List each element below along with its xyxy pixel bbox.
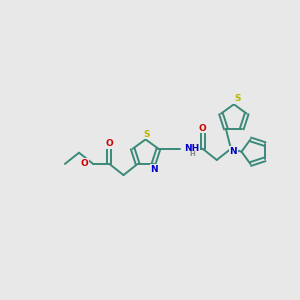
Text: S: S [234, 94, 241, 103]
Text: O: O [106, 139, 113, 148]
Text: O: O [80, 159, 88, 168]
Text: NH: NH [184, 144, 199, 153]
Text: N: N [151, 165, 158, 174]
Text: O: O [199, 124, 206, 133]
Text: N: N [230, 147, 237, 156]
Text: S: S [143, 130, 150, 139]
Text: H: H [189, 151, 195, 157]
